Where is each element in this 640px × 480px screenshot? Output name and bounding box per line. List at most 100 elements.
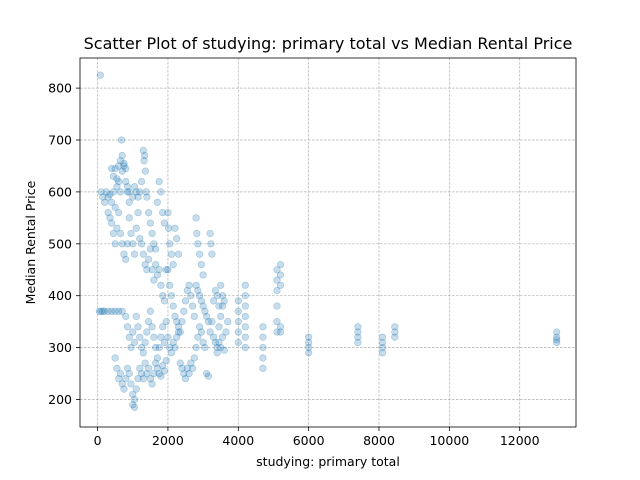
data-point [241,312,249,321]
data-point [115,162,123,170]
data-point [108,164,116,173]
data-point [127,380,135,388]
data-point [259,364,267,372]
data-point [132,312,140,321]
data-point [217,312,225,321]
data-point [145,255,153,263]
data-point [136,333,144,341]
data-point [220,346,228,354]
data-point [116,229,125,238]
data-point [109,188,118,196]
data-point [192,343,200,352]
x-tick-label: 12000 [500,433,540,448]
data-point [210,333,218,341]
data-point [132,188,140,196]
data-point [148,229,156,238]
data-point [141,260,149,269]
data-point [187,359,195,367]
data-point [276,328,285,336]
data-point [203,312,211,321]
data-point [153,271,161,279]
data-point [201,343,209,352]
y-tick-label: 700 [48,133,72,148]
data-point [215,338,223,347]
data-point [213,292,221,300]
plot-frame [79,57,577,428]
data-point [211,338,220,347]
data-point [273,328,281,336]
data-point [183,364,191,372]
data-point [217,343,225,352]
data-point [129,401,137,409]
data-point [111,354,119,362]
data-point [113,224,121,232]
data-point [145,318,153,326]
data-point [234,297,242,305]
data-point [354,338,362,347]
data-point [118,167,126,175]
x-tick-label: 6000 [293,433,325,448]
data-point [194,286,202,295]
data-point [123,240,132,248]
data-point [206,328,214,336]
data-point [152,260,160,269]
data-point [204,318,212,326]
x-tick-label: 8000 [363,433,395,448]
data-point [123,364,132,372]
x-tick-label: 0 [94,433,102,448]
data-point [167,349,176,357]
data-point [129,390,137,398]
data-point [120,162,128,170]
data-point [118,240,126,248]
data-point [194,333,202,341]
data-point [155,177,163,186]
data-point [145,364,153,372]
data-point [276,323,285,331]
data-point [218,292,227,300]
data-point [208,250,216,258]
data-point [204,372,212,380]
data-point [115,375,123,383]
data-point [140,157,148,165]
data-point [108,198,116,206]
data-point [99,193,107,201]
data-point [159,323,167,331]
data-point [180,369,188,378]
data-point [127,343,135,352]
data-point [234,328,242,336]
data-point [241,343,249,352]
data-point [141,359,149,367]
data-point [118,307,126,315]
data-point [192,281,200,289]
data-point [213,349,221,357]
data-point [102,188,110,196]
data-point [129,240,137,248]
data-point [199,338,207,347]
data-point [136,364,144,372]
data-point [183,286,191,295]
data-point [122,255,130,263]
data-point [259,343,267,352]
data-point [148,266,156,274]
data-point [176,328,184,336]
x-tick-label: 4000 [222,433,254,448]
data-point [196,250,204,258]
data-point [166,343,174,352]
data-point [122,177,130,186]
data-point [104,193,112,201]
data-point [136,235,144,243]
data-point [160,367,169,375]
data-point [180,307,188,315]
data-point [118,151,126,160]
data-point [354,333,362,341]
data-point [134,193,142,201]
data-point [199,271,207,279]
data-point [181,375,190,383]
data-point [106,190,114,199]
data-point [378,333,387,341]
data-point [208,318,216,326]
data-point [553,328,561,336]
data-point [213,343,221,352]
data-point [117,136,126,144]
chart-title: Scatter Plot of studying: primary total … [84,34,573,53]
